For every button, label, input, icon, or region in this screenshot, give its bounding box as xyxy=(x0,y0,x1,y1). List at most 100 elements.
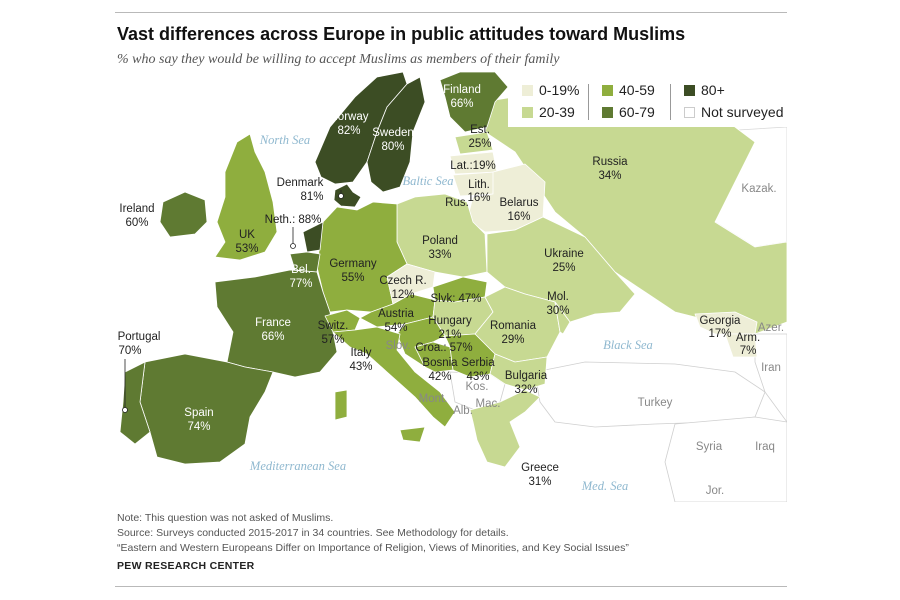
label-denmark: Denmark 81% xyxy=(277,177,324,203)
label-bulgaria: Bulgaria 32% xyxy=(505,370,548,396)
region-switzerland xyxy=(324,309,361,333)
region-serbia xyxy=(444,333,496,378)
region-greece xyxy=(469,389,541,468)
place-montenegro: Mont. xyxy=(419,393,448,405)
label-bosnia: Bosnia 42% xyxy=(422,357,458,383)
legend-item-80-plus: 80+ xyxy=(684,82,725,98)
region-sardinia xyxy=(334,389,348,421)
bottom-rule xyxy=(115,586,787,587)
region-bulgaria xyxy=(489,353,548,391)
dot-portugal xyxy=(122,407,128,413)
label-estonia: Est. 25% xyxy=(468,124,491,150)
swatch-80-plus xyxy=(684,85,695,96)
label-russia: Russia 34% xyxy=(592,156,628,182)
dot-denmark xyxy=(338,193,344,199)
europe-map: Finland 66% Norway 82% Sweden 80% Denmark 81… xyxy=(115,72,787,502)
label-moldova: Mol. 30% xyxy=(546,291,569,317)
label-uk: UK 53% xyxy=(235,229,258,255)
region-belarus xyxy=(466,163,546,233)
label-germany: Germany 55% xyxy=(329,258,377,284)
place-iraq: Iraq xyxy=(755,441,775,453)
label-ukraine: Ukraine 25% xyxy=(544,248,584,274)
sea-black: Black Sea xyxy=(603,338,653,352)
label-georgia: Georgia 17% xyxy=(700,315,742,340)
note-line: Note: This question was not asked of Mus… xyxy=(117,512,334,524)
label-armenia: Arm. 7% xyxy=(736,332,760,357)
sea-north: North Sea xyxy=(259,133,310,147)
notes: Note: This question was not asked of Mus… xyxy=(117,511,629,556)
label-austria: Austria 54% xyxy=(378,308,414,334)
legend-item-40-59: 40-59 xyxy=(602,82,655,98)
region-estonia xyxy=(454,131,494,155)
legend-divider-1 xyxy=(588,84,589,120)
region-uk xyxy=(214,133,278,261)
label-serbia: Serbia 43% xyxy=(461,357,495,383)
region-portugal xyxy=(119,361,151,445)
region-france xyxy=(214,269,338,378)
region-italy xyxy=(332,326,456,428)
label-portugal: Portugal 70% xyxy=(118,331,161,357)
legend-divider-2 xyxy=(670,84,671,120)
label-romania: Romania 29% xyxy=(490,320,537,346)
region-denmark xyxy=(333,183,362,208)
label-latvia: Lat.:19% xyxy=(450,160,495,172)
label-netherlands: Neth.: 88% xyxy=(265,214,322,226)
organization-name: PEW RESEARCH CENTER xyxy=(117,560,255,572)
label-switzerland: Switz. 57% xyxy=(318,320,349,346)
region-spain xyxy=(139,353,274,465)
region-moldova xyxy=(554,301,571,335)
swatch-40-59 xyxy=(602,85,613,96)
label-croatia: Croa.: 57% xyxy=(415,342,472,354)
region-armenia xyxy=(724,333,758,358)
region-finland xyxy=(439,72,509,133)
region-netherlands xyxy=(302,221,324,253)
place-turkey: Turkey xyxy=(638,397,673,409)
swatch-0-19 xyxy=(522,85,533,96)
legend: 0-19% 20-39 40-59 60-79 80+ Not surveyed xyxy=(508,74,787,127)
label-sweden: Sweden 80% xyxy=(372,127,414,153)
label-lithuania: Lith. 16% xyxy=(467,179,490,204)
region-sweden xyxy=(366,76,426,193)
label-norway: Norway 82% xyxy=(330,111,369,137)
region-turkey xyxy=(534,361,766,428)
label-slovakia: Slvk: 47% xyxy=(431,293,482,305)
chart-subtitle: % who say they would be willing to accep… xyxy=(117,52,560,67)
place-azerbaijan: Azer. xyxy=(758,322,784,334)
label-italy: Italy 43% xyxy=(349,347,372,373)
swatch-20-39 xyxy=(522,107,533,118)
region-ireland xyxy=(159,191,208,238)
place-syria: Syria xyxy=(696,441,723,453)
label-greece: Greece 31% xyxy=(521,462,559,488)
place-albania: Alb. xyxy=(453,405,473,417)
sea-med: Med. Sea xyxy=(581,479,629,493)
label-hungary: Hungary 21% xyxy=(428,315,472,341)
sea-mediterranean: Mediterranean Sea xyxy=(249,459,346,473)
sea-baltic: Baltic Sea xyxy=(402,174,453,188)
chart-title: Vast differences across Europe in public… xyxy=(117,24,686,44)
region-middle-east xyxy=(664,416,787,502)
place-jordan: Jor. xyxy=(706,485,725,497)
label-spain: Spain 74% xyxy=(184,407,213,433)
dot-netherlands xyxy=(290,243,296,249)
label-belarus: Belarus 16% xyxy=(500,197,539,223)
place-kosovo: Kos. xyxy=(465,381,488,393)
label-belgium: Bel. 77% xyxy=(289,264,312,290)
region-belgium xyxy=(289,251,321,273)
swatch-60-79 xyxy=(602,107,613,118)
legend-item-60-79: 60-79 xyxy=(602,104,655,120)
place-macedonia: Mac. xyxy=(476,398,501,410)
legend-item-0-19: 0-19% xyxy=(522,82,579,98)
place-russia-kaliningrad: Rus. xyxy=(445,197,469,209)
legend-item-20-39: 20-39 xyxy=(522,104,575,120)
legend-item-not-surveyed: Not surveyed xyxy=(684,104,783,120)
swatch-not-surveyed xyxy=(684,107,695,118)
label-finland: Finland 66% xyxy=(443,84,481,110)
label-czech: Czech R. 12% xyxy=(379,275,426,301)
label-ireland: Ireland 60% xyxy=(119,203,154,229)
place-kazakhstan: Kazak. xyxy=(741,183,776,195)
region-sicily xyxy=(399,426,426,443)
label-poland: Poland 33% xyxy=(422,235,458,261)
top-rule xyxy=(115,12,787,13)
source-line: Source: Surveys conducted 2015-2017 in 3… xyxy=(117,527,509,539)
label-france: France 66% xyxy=(255,317,291,343)
